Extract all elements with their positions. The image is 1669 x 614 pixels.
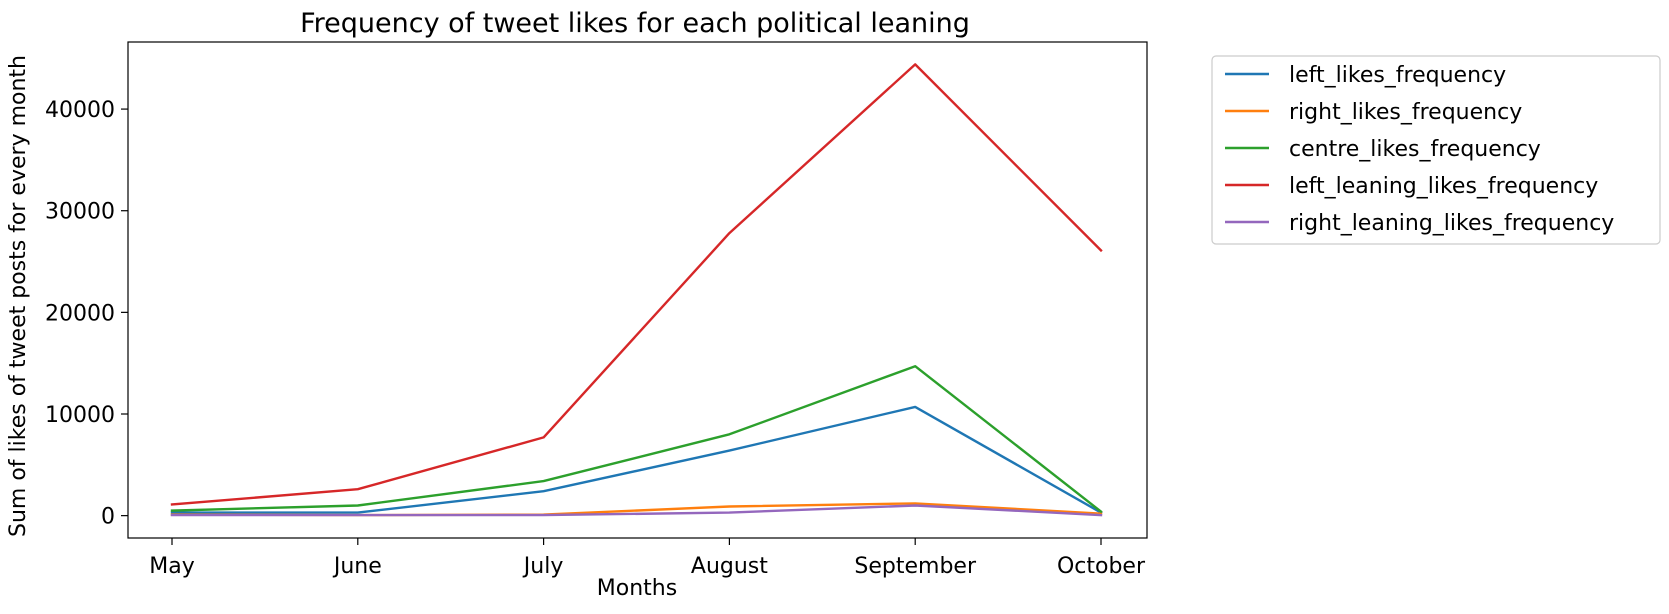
x-tick-label: June <box>332 554 382 579</box>
legend-label: centre_likes_frequency <box>1289 137 1541 162</box>
x-tick-label: October <box>1057 554 1146 579</box>
legend-label: right_leaning_likes_frequency <box>1289 211 1614 236</box>
legend: left_likes_frequency right_likes_frequenc… <box>1211 55 1661 245</box>
series-line-right-leaning-likes-frequency <box>170 504 1103 517</box>
series-line-left-leaning-likes-frequency <box>170 63 1103 506</box>
legend-label: left_likes_frequency <box>1289 63 1506 88</box>
series-line-centre-likes-frequency <box>170 365 1103 514</box>
x-tick-label: August <box>691 554 768 579</box>
x-axis-label: Months <box>597 576 677 601</box>
x-axis: May June July August September October <box>149 538 1146 579</box>
plot-area <box>127 41 1148 539</box>
y-tick-label: 10000 <box>45 403 115 428</box>
legend-label: left_leaning_likes_frequency <box>1289 174 1598 199</box>
x-tick-label: September <box>854 554 977 579</box>
y-axis: 0 10000 20000 30000 40000 <box>45 98 128 530</box>
y-axis-label: Sum of likes of tweet posts for every mo… <box>6 55 31 537</box>
x-tick-label: May <box>149 554 194 579</box>
y-tick-label: 20000 <box>45 301 115 326</box>
legend-box <box>1211 55 1661 245</box>
y-tick-label: 40000 <box>45 98 115 123</box>
x-tick-label: July <box>522 554 564 579</box>
legend-label: right_likes_frequency <box>1289 100 1522 125</box>
chart-title: Frequency of tweet likes for each politi… <box>300 8 970 39</box>
y-tick-label: 0 <box>101 505 115 530</box>
y-tick-label: 30000 <box>45 200 115 225</box>
series-lines <box>170 63 1103 517</box>
series-line-left-likes-frequency <box>170 405 1103 515</box>
